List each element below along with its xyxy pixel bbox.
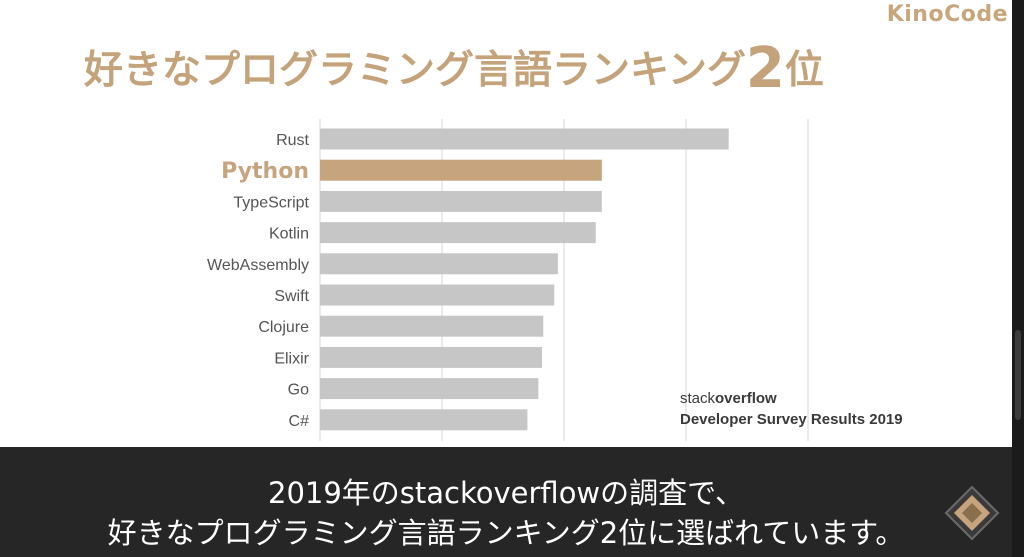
category-label: Python <box>221 159 309 184</box>
source-brand-bold: overflow <box>715 390 777 407</box>
slide-title: 好きなプログラミング言語ランキング2位 <box>84 36 824 101</box>
subtitle-line-2: 好きなプログラミング言語ランキング2位に選ばれています。 <box>107 516 905 550</box>
category-label: Kotlin <box>269 226 309 243</box>
bar-chart: 50.0%60.0%70.0%80.0%90.0%RustPythonTypeS… <box>207 119 809 441</box>
source-brand: stackoverflow <box>680 390 903 407</box>
right-edge-bar <box>1012 0 1024 557</box>
bar <box>320 190 602 212</box>
title-text: 好きなプログラミング言語ランキング <box>84 48 746 93</box>
bar <box>320 128 729 150</box>
source-brand-light: stack <box>680 390 716 407</box>
subtitle-bar <box>0 447 1012 557</box>
category-label: Go <box>288 382 309 399</box>
title-suffix: 位 <box>784 48 824 93</box>
scrollbar-thumb[interactable] <box>1015 330 1021 420</box>
category-label: Rust <box>276 132 309 149</box>
category-label: TypeScript <box>233 194 309 211</box>
bar <box>320 284 555 306</box>
subtitle-line-1: 2019年のstackoverflowの調査で、 <box>268 476 744 510</box>
bar <box>320 409 528 431</box>
bar <box>320 315 544 337</box>
brand-logo: KinoCode <box>886 2 1008 27</box>
source-credit: stackoverflow Developer Survey Results 2… <box>680 390 903 428</box>
title-rank: 2 <box>745 36 785 101</box>
bar <box>320 253 558 275</box>
category-label: WebAssembly <box>207 257 309 274</box>
bar <box>320 222 596 244</box>
kinocode-diamond-icon <box>944 485 1000 541</box>
category-label: Swift <box>274 288 309 305</box>
bar <box>320 159 602 181</box>
bar <box>320 346 543 368</box>
category-label: C# <box>289 413 310 430</box>
bar <box>320 378 539 400</box>
category-label: Clojure <box>258 319 309 336</box>
category-label: Elixir <box>274 350 309 367</box>
source-survey: Developer Survey Results 2019 <box>680 411 903 428</box>
